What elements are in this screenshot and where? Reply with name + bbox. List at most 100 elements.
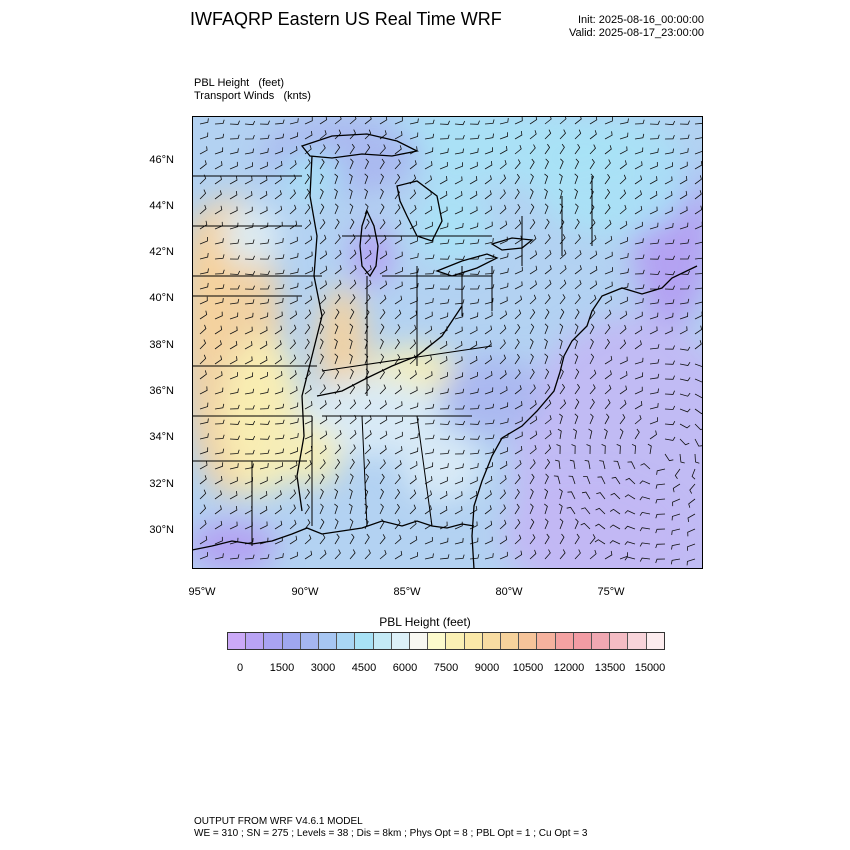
wind-barb	[439, 404, 450, 410]
wind-barb	[499, 551, 508, 560]
lon-label-75w: 75°W	[597, 586, 625, 598]
wind-barb	[229, 420, 240, 425]
wind-barb	[349, 218, 355, 230]
wind-barb	[244, 239, 255, 245]
wind-barb	[624, 510, 636, 515]
wind-barb	[289, 324, 297, 335]
wind-barb	[409, 386, 418, 395]
wind-barb	[394, 460, 402, 470]
wind-barb	[214, 298, 224, 305]
wind-barb	[558, 503, 563, 515]
wind-barb	[589, 158, 595, 170]
wind-barb	[259, 388, 269, 395]
wind-barb	[604, 251, 613, 260]
wind-barb	[639, 511, 651, 516]
wind-barb	[559, 368, 564, 380]
wind-barb	[199, 220, 208, 230]
lake-michigan	[359, 209, 379, 278]
wind-barb	[619, 204, 627, 215]
wind-barb	[394, 417, 403, 425]
wind-barb	[619, 413, 626, 425]
wind-barb	[229, 372, 238, 380]
wind-barb	[634, 401, 643, 410]
wind-barb	[439, 537, 449, 545]
wind-barb	[454, 134, 465, 140]
wind-barb	[364, 503, 368, 515]
lon-label-85w: 85°W	[393, 586, 421, 598]
wind-barb	[514, 173, 520, 185]
wind-barb	[499, 296, 508, 305]
wind-barb	[649, 161, 658, 170]
pbl-field-region	[402, 431, 482, 501]
colorbar-label: 13500	[594, 662, 626, 674]
colorbar-label: 6000	[392, 662, 418, 674]
wind-barb	[529, 280, 537, 290]
wind-barb	[349, 368, 354, 380]
wind-barb	[484, 254, 495, 260]
wind-barb	[289, 189, 296, 200]
wind-barb	[229, 298, 240, 305]
wind-barb	[304, 116, 313, 125]
wind-barb	[379, 473, 385, 485]
wind-barb	[529, 459, 536, 470]
wind-barb	[289, 489, 297, 500]
wind-barb	[394, 353, 401, 365]
wind-barb	[379, 534, 386, 545]
wind-barb	[214, 284, 225, 290]
wind-barb	[634, 161, 643, 170]
wind-barb	[454, 477, 463, 485]
wind-barb	[619, 296, 628, 305]
lat-label-32n: 32°N	[149, 478, 174, 490]
wind-barb	[229, 505, 238, 515]
pbl-field-region	[317, 286, 367, 406]
colorbar-swatch	[501, 633, 520, 649]
wind-barb	[289, 160, 297, 170]
wind-barb	[589, 144, 596, 155]
wind-barb	[499, 519, 507, 530]
wind-barb	[394, 281, 403, 290]
wind-barb	[639, 542, 651, 547]
wind-barb	[424, 221, 433, 230]
wind-barb	[214, 269, 225, 275]
wind-barb	[289, 418, 299, 425]
wind-barb	[671, 528, 681, 535]
wind-barb	[214, 325, 223, 335]
wind-barb	[514, 130, 523, 140]
wind-barb	[514, 534, 522, 545]
wind-barb	[529, 384, 536, 395]
colorbar-swatch	[573, 633, 593, 649]
wind-barb	[694, 160, 703, 170]
wind-barb	[274, 284, 285, 290]
wind-barb	[304, 519, 311, 530]
wind-barb	[529, 234, 537, 245]
wind-barb	[469, 404, 480, 410]
wind-barb	[694, 453, 700, 464]
wind-barb	[514, 219, 522, 230]
wind-barb	[199, 282, 209, 290]
wind-barb	[244, 356, 253, 365]
wind-barb	[664, 176, 673, 185]
wind-barb	[379, 338, 384, 350]
wind-barb	[664, 255, 675, 260]
wind-barb	[274, 448, 284, 455]
wind-barb	[274, 119, 285, 125]
wind-barb	[529, 415, 538, 425]
colorbar-label: 4500	[351, 662, 377, 674]
wind-barb	[484, 355, 492, 365]
wind-barb	[619, 118, 629, 125]
wind-barb	[439, 449, 450, 455]
wind-barb	[499, 236, 508, 245]
wind-barb	[469, 176, 478, 185]
wind-barb	[214, 175, 222, 185]
wind-barb	[274, 133, 285, 140]
wind-barb	[679, 423, 691, 429]
wind-barb	[274, 536, 283, 545]
wind-barb	[469, 476, 478, 485]
wind-barb	[572, 428, 577, 440]
wind-barb	[394, 251, 403, 260]
wind-barb	[424, 311, 433, 320]
wind-barb	[454, 176, 463, 185]
wind-barb	[409, 461, 418, 470]
colorbar-swatch	[482, 633, 502, 649]
pbl-field-region	[412, 186, 492, 266]
